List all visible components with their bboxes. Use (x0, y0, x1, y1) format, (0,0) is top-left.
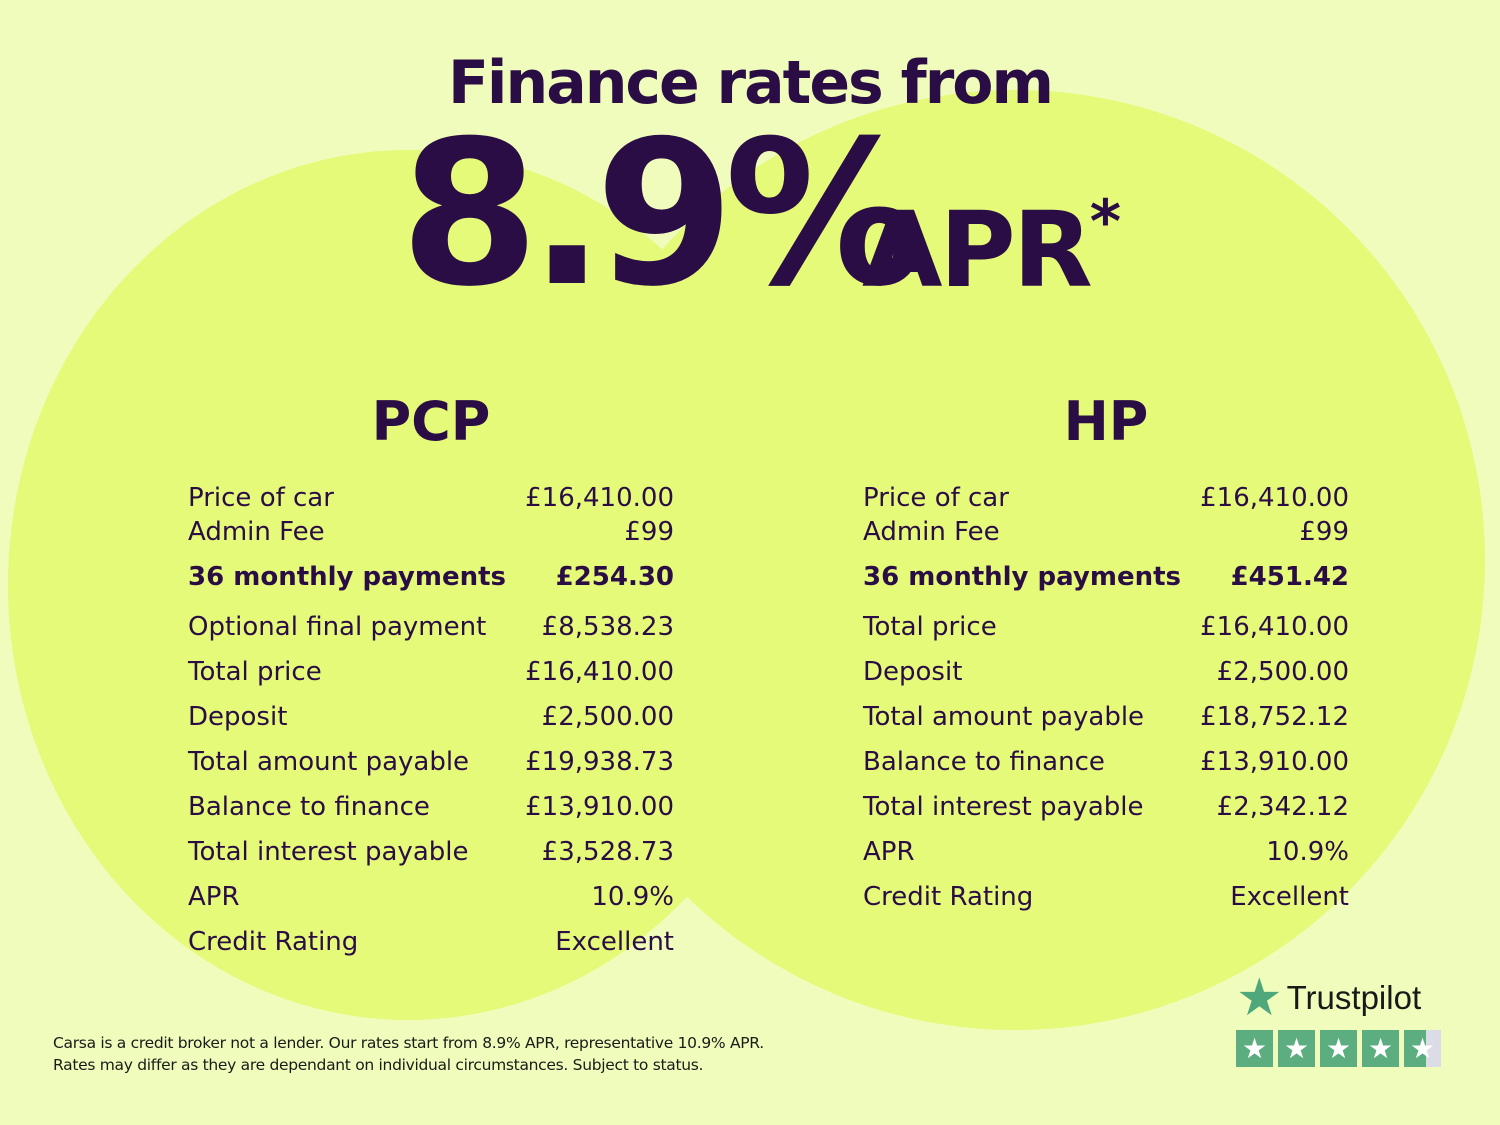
trustpilot-logo: ★ Trustpilot (1236, 969, 1422, 1027)
table-row: Credit Rating Excellent (188, 920, 674, 965)
row-label: Credit Rating (863, 882, 1034, 912)
row-value: £19,938.73 (525, 747, 674, 777)
row-value: £2,500.00 (541, 702, 674, 732)
rating-star-icon: ★ (1362, 1030, 1399, 1067)
rating-star-icon: ★ (1278, 1030, 1315, 1067)
row-value: 10.9% (1266, 837, 1349, 867)
table-row: Credit Rating Excellent (863, 875, 1349, 920)
row-value: Excellent (555, 927, 674, 957)
row-label: Total amount payable (188, 747, 470, 777)
row-value: £99 (624, 517, 674, 547)
table-row: APR 10.9% (863, 830, 1349, 875)
row-value: £3,528.73 (541, 837, 674, 867)
row-label: APR (188, 882, 240, 912)
row-value: £8,538.23 (541, 612, 674, 642)
apr-label: APR* (862, 187, 1121, 311)
row-label: Deposit (188, 702, 288, 732)
table-row: Admin Fee £99 (863, 515, 1349, 549)
row-label: Total price (863, 612, 997, 642)
row-value: Excellent (1230, 882, 1349, 912)
table-row: Price of car £16,410.00 (863, 481, 1349, 515)
row-value: £16,410.00 (1200, 612, 1349, 642)
hp-table: Price of car £16,410.00 Admin Fee £99 36 mon… (863, 481, 1349, 920)
table-row: Admin Fee £99 (188, 515, 674, 549)
row-label: Deposit (863, 657, 963, 687)
row-label: Total price (188, 657, 322, 687)
table-row: Total amount payable £18,752.12 (863, 695, 1349, 740)
row-value: £16,410.00 (525, 657, 674, 687)
hp-title: HP (1063, 390, 1149, 453)
hp-column: HP Price of car £16,410.00 Admin Fee £99 36 … (863, 390, 1349, 920)
trustpilot-badge: ★ Trustpilot ★ ★ ★ ★ ★ (1236, 972, 1441, 1067)
trustpilot-rating: ★ ★ ★ ★ ★ (1236, 1030, 1441, 1067)
table-row: Total price £16,410.00 (863, 605, 1349, 650)
row-value: £2,342.12 (1216, 792, 1349, 822)
row-value: £254.30 (555, 562, 674, 592)
disclaimer: Carsa is a credit broker not a lender. O… (53, 1032, 764, 1076)
table-row: 36 monthly payments £254.30 (188, 549, 674, 605)
row-value: £451.42 (1230, 562, 1349, 592)
table-row: Total amount payable £19,938.73 (188, 740, 674, 785)
table-row: Price of car £16,410.00 (188, 481, 674, 515)
table-row: Total price £16,410.00 (188, 650, 674, 695)
pcp-column: PCP Price of car £16,410.00 Admin Fee £99 36… (188, 390, 674, 965)
table-row: Optional final payment £8,538.23 (188, 605, 674, 650)
pcp-table: Price of car £16,410.00 Admin Fee £99 36 mon… (188, 481, 674, 965)
row-value: £16,410.00 (1200, 483, 1349, 513)
row-label: Price of car (188, 483, 334, 513)
table-row: 36 monthly payments £451.42 (863, 549, 1349, 605)
row-value: £13,910.00 (525, 792, 674, 822)
table-row: Deposit £2,500.00 (188, 695, 674, 740)
row-label: Credit Rating (188, 927, 359, 957)
row-label: 36 monthly payments (863, 562, 1181, 592)
row-label: 36 monthly payments (188, 562, 506, 592)
pcp-title: PCP (371, 390, 491, 453)
table-row: Total interest payable £2,342.12 (863, 785, 1349, 830)
rating-star-icon: ★ (1404, 1030, 1441, 1067)
row-label: Total amount payable (863, 702, 1145, 732)
row-label: Optional final payment (188, 612, 487, 642)
trustpilot-star-icon: ★ (1236, 969, 1283, 1027)
disclaimer-line: Carsa is a credit broker not a lender. O… (53, 1034, 764, 1052)
table-row: APR 10.9% (188, 875, 674, 920)
disclaimer-line: Rates may differ as they are dependant o… (53, 1056, 704, 1074)
rating-star-icon: ★ (1236, 1030, 1273, 1067)
row-label: Total interest payable (188, 837, 469, 867)
row-label: Price of car (863, 483, 1009, 513)
asterisk: * (1089, 187, 1121, 257)
background-circle-right (545, 90, 1485, 1030)
headline: Finance rates from (447, 48, 1054, 118)
row-value: £16,410.00 (525, 483, 674, 513)
table-row: Balance to finance £13,910.00 (863, 740, 1349, 785)
table-row: Deposit £2,500.00 (863, 650, 1349, 695)
row-label: APR (863, 837, 915, 867)
row-label: Balance to finance (863, 747, 1105, 777)
row-label: Balance to finance (188, 792, 430, 822)
row-value: £18,752.12 (1200, 702, 1349, 732)
table-row: Balance to finance £13,910.00 (188, 785, 674, 830)
row-value: £99 (1299, 517, 1349, 547)
row-value: £2,500.00 (1216, 657, 1349, 687)
row-label: Admin Fee (863, 517, 1000, 547)
row-label: Admin Fee (188, 517, 325, 547)
rate-value: 8.9% (400, 98, 925, 331)
row-label: Total interest payable (863, 792, 1144, 822)
row-value: 10.9% (591, 882, 674, 912)
table-row: Total interest payable £3,528.73 (188, 830, 674, 875)
row-value: £13,910.00 (1200, 747, 1349, 777)
rating-star-icon: ★ (1320, 1030, 1357, 1067)
